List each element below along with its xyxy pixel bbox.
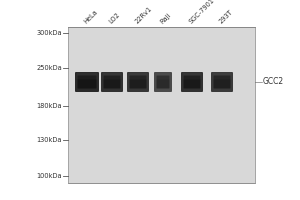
Text: 22Rv1: 22Rv1 [134, 6, 153, 25]
FancyBboxPatch shape [212, 72, 232, 79]
FancyBboxPatch shape [155, 72, 170, 79]
Text: GCC2: GCC2 [263, 77, 284, 86]
FancyBboxPatch shape [103, 75, 121, 88]
Text: 300kDa: 300kDa [36, 30, 62, 36]
Text: 250kDa: 250kDa [36, 65, 62, 71]
FancyBboxPatch shape [128, 72, 148, 79]
FancyBboxPatch shape [103, 72, 122, 79]
Text: 130kDa: 130kDa [37, 137, 62, 143]
FancyBboxPatch shape [77, 75, 97, 88]
FancyBboxPatch shape [154, 72, 172, 92]
Text: 293T: 293T [218, 9, 234, 25]
Text: 100kDa: 100kDa [36, 173, 62, 179]
FancyBboxPatch shape [214, 75, 230, 88]
FancyBboxPatch shape [130, 75, 146, 88]
FancyBboxPatch shape [182, 72, 202, 79]
FancyBboxPatch shape [211, 72, 233, 92]
FancyBboxPatch shape [184, 75, 200, 88]
Bar [68, 27, 255, 183]
FancyBboxPatch shape [157, 75, 169, 88]
Text: 180kDa: 180kDa [36, 103, 62, 109]
Text: LO2: LO2 [108, 12, 121, 25]
Text: Raji: Raji [159, 12, 172, 25]
Text: HeLa: HeLa [83, 9, 99, 25]
Text: SGC-7901: SGC-7901 [188, 0, 215, 25]
FancyBboxPatch shape [76, 72, 98, 79]
FancyBboxPatch shape [127, 72, 149, 92]
FancyBboxPatch shape [75, 72, 99, 92]
FancyBboxPatch shape [181, 72, 203, 92]
FancyBboxPatch shape [101, 72, 123, 92]
